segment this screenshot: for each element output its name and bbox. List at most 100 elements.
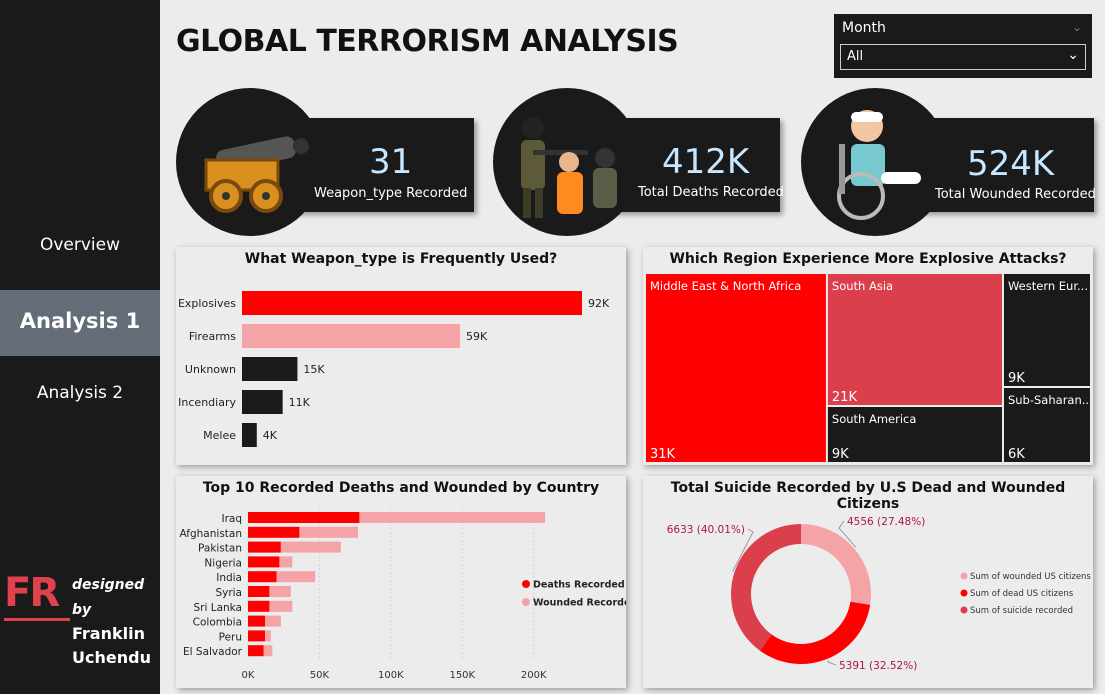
- donut-leader-line: [838, 520, 857, 548]
- treemap-tile: [1003, 274, 1090, 386]
- chevron-down-icon[interactable]: ⌄: [1067, 47, 1079, 63]
- country-label: India: [216, 572, 242, 584]
- country-x-tick: 0K: [242, 670, 255, 681]
- nav-analysis-2[interactable]: Analysis 2: [36, 383, 124, 403]
- kpi-value-weapon-types: 31: [369, 142, 413, 182]
- treemap-tile-value: 9K: [832, 447, 849, 462]
- treemap-tile: [1003, 388, 1090, 462]
- country-bar-segment: [279, 556, 293, 568]
- kpi-circle-weapon-types: [176, 88, 324, 236]
- weapon-category-label: Firearms: [189, 330, 236, 343]
- kpi-label-wounded: Total Wounded Recorded: [935, 187, 1096, 202]
- slicer-dropdown[interactable]: All ⌄: [840, 44, 1086, 70]
- chart-title-us-citizens: Total Suicide Recorded by U.S Dead and W…: [670, 480, 1066, 512]
- treemap-tile-value: 9K: [1008, 371, 1025, 386]
- kpi-circle-deaths: [493, 88, 641, 236]
- donut-legend-label: Sum of wounded US citizens: [970, 572, 1091, 582]
- brand: FR designed by Franklin Uchendu: [4, 570, 160, 667]
- slicer-collapse-icon[interactable]: ⌄: [1071, 20, 1082, 34]
- country-legend-label: Deaths Recorded: [533, 580, 625, 591]
- country-bar-segment: [248, 556, 280, 568]
- country-label: Iraq: [221, 513, 242, 525]
- country-bar-segment: [248, 571, 277, 583]
- weapon-type-bar-chart: Explosives 92K Firearms 59K Unknown 15K Incend…: [178, 291, 610, 447]
- weapon-category-label: Explosives: [178, 297, 236, 310]
- kpi-value-wounded: 524K: [967, 144, 1055, 184]
- brand-name-last: Uchendu: [72, 648, 151, 667]
- country-bar-segment: [269, 586, 291, 597]
- treemap-tile-name: South Asia: [832, 279, 893, 293]
- weapon-category-label: Unknown: [185, 363, 236, 376]
- nav-overview[interactable]: Overview: [39, 235, 121, 255]
- donut-legend-marker: [960, 589, 968, 597]
- weapon-bar: [242, 390, 283, 414]
- weapon-category-label: Incendiary: [178, 396, 236, 409]
- slicer-label: Month: [842, 20, 886, 36]
- country-legend-marker: [522, 580, 530, 588]
- country-label: Afghanistan: [179, 528, 242, 540]
- sidebar: Overview Analysis 1 Analysis 2 FR design…: [0, 0, 160, 694]
- country-bar-segment: [248, 615, 266, 627]
- country-label: Syria: [215, 587, 242, 599]
- weapon-data-label: 92K: [588, 297, 610, 310]
- country-label: El Salvador: [183, 646, 243, 658]
- weapon-data-label: 59K: [466, 330, 488, 343]
- region-treemap: Middle East & North Africa 31K South Asia 2…: [646, 274, 1093, 462]
- kpi-value-deaths: 412K: [662, 142, 750, 182]
- country-x-tick: 100K: [378, 670, 404, 681]
- brand-name-first: Franklin: [72, 624, 145, 643]
- hostage-icon: [521, 117, 617, 218]
- country-legend-label: Wounded Recorded: [533, 598, 626, 609]
- donut-leader-line: [827, 660, 837, 666]
- cannon-icon: [204, 136, 309, 213]
- weapon-data-label: 15K: [303, 363, 325, 376]
- country-label: Colombia: [193, 617, 242, 629]
- treemap-tile: [827, 274, 1002, 405]
- nav-analysis-1[interactable]: Analysis 1: [0, 290, 160, 356]
- country-label: Nigeria: [204, 557, 242, 569]
- country-bar-segment: [248, 512, 360, 523]
- weapon-data-label: 11K: [289, 396, 311, 409]
- treemap-tile-value: 21K: [832, 390, 858, 405]
- kpi-circle-wounded: [801, 88, 949, 236]
- country-stacked-bar-chart: 0K 50K 100K 150K 200K Iraq Afghanistan Pakistan…: [179, 508, 626, 681]
- donut-legend-marker: [960, 572, 968, 580]
- brand-logo-underline: [4, 618, 70, 621]
- treemap-tile-name: Middle East & North Africa: [650, 279, 801, 293]
- country-legend-marker: [522, 598, 530, 606]
- treemap-tile: [827, 407, 1002, 462]
- country-bar-segment: [248, 630, 266, 642]
- country-bar-segment: [265, 615, 281, 627]
- country-bar-segment: [263, 645, 273, 657]
- weapon-bar: [242, 291, 582, 315]
- us-citizens-donut-chart: 4556 (27.48%) 5391 (32.52%) 6633 (40.01%) S…: [667, 516, 1092, 672]
- country-bar-segment: [248, 526, 300, 538]
- donut-legend-marker: [960, 606, 968, 614]
- kpi-label-deaths: Total Deaths Recorded: [638, 185, 784, 200]
- brand-text: designed by Franklin Uchendu: [72, 572, 160, 670]
- wheelchair-patient-icon: [837, 110, 921, 220]
- treemap-tile-value: 31K: [650, 447, 676, 462]
- country-bar-segment: [359, 512, 546, 523]
- donut-slice: [801, 524, 871, 605]
- chart-title-weapon-type: What Weapon_type is Frequently Used?: [244, 251, 558, 267]
- panel-region-treemap: Which Region Experience More Explosive A…: [643, 247, 1093, 465]
- country-bar-segment: [299, 526, 358, 538]
- month-slicer[interactable]: Month ⌄ All ⌄: [834, 14, 1092, 78]
- country-x-tick: 200K: [521, 670, 547, 681]
- page-title: GLOBAL TERRORISM ANALYSIS: [176, 24, 679, 59]
- country-bar-segment: [248, 600, 270, 612]
- slicer-value: All: [847, 49, 864, 64]
- panel-country: Top 10 Recorded Deaths and Wounded by Co…: [176, 476, 626, 688]
- treemap-tile-name: South America: [832, 412, 917, 426]
- chart-title-region: Which Region Experience More Explosive A…: [669, 251, 1067, 267]
- treemap-tile-name: Western Eur...: [1008, 279, 1088, 293]
- country-bar-segment: [269, 600, 293, 612]
- weapon-bar: [242, 324, 461, 348]
- weapon-category-label: Melee: [203, 429, 236, 442]
- country-bar-segment: [248, 645, 264, 657]
- donut-data-label: 6633 (40.01%): [667, 524, 745, 536]
- treemap-tile-value: 6K: [1008, 447, 1025, 462]
- country-bar-segment: [276, 571, 316, 583]
- donut-slice: [759, 601, 871, 664]
